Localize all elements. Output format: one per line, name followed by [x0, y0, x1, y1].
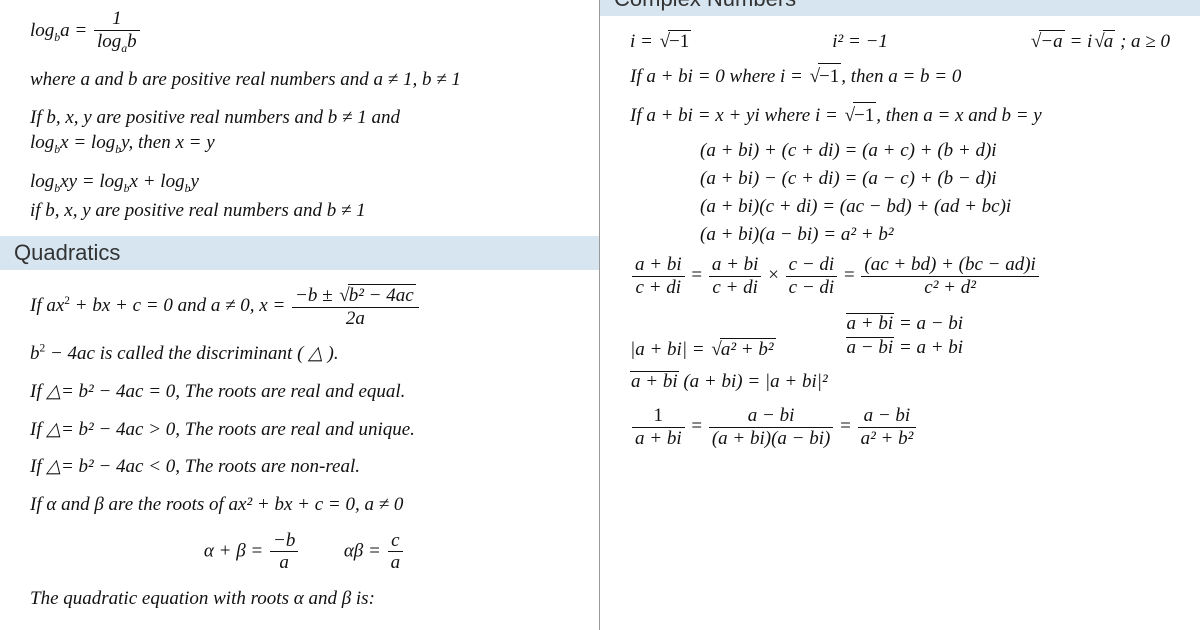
complex-zero: If a + bi = 0 where i = −1, then a = b =…: [630, 63, 1180, 90]
formula-sheet: logba = 1 logab where a and b are positi…: [0, 0, 1200, 630]
quadratic-formula: If ax2 + bx + c = 0 and a ≠ 0, x = −b ± …: [30, 284, 579, 330]
complex-addition: (a + bi) + (c + di) = (a + c) + (b + d)i: [620, 140, 1180, 162]
discriminant-def: b2 − 4ac is called the discriminant ( △ …: [30, 341, 579, 367]
log-change-of-base-cond: where a and b are positive real numbers …: [30, 67, 579, 93]
quadratic-from-roots: The quadratic equation with roots α and …: [30, 586, 579, 612]
log-injective-cond: If b, x, y are positive real numbers and…: [30, 105, 579, 131]
modulus-and-conjugate: |a + bi| = a² + b² a + bi = a − bi a − b…: [630, 311, 1180, 361]
complex-subtraction: (a + bi) − (c + di) = (a − c) + (b − d)i: [620, 168, 1180, 190]
complex-equality: If a + bi = x + yi where i = −1, then a …: [630, 102, 1180, 129]
complex-multiplication: (a + bi)(c + di) = (ac − bd) + (ad + bc)…: [620, 196, 1180, 218]
complex-definitions: i = −1 i² = −1 −a = ia ; a ≥ 0: [630, 30, 1170, 53]
section-header-quadratics: Quadratics: [0, 236, 599, 270]
complex-reciprocal: 1a + bi = a − bi(a + bi)(a − bi) = a − b…: [630, 405, 1180, 450]
discriminant-zero: If △= b² − 4ac = 0, The roots are real a…: [30, 379, 579, 405]
vieta-formulas: α + β = −ba αβ = ca: [30, 530, 579, 575]
modulus-squared: a + bi (a + bi) = |a + bi|²: [630, 371, 1180, 393]
discriminant-negative: If △= b² − 4ac < 0, The roots are non-re…: [30, 454, 579, 480]
left-column: logba = 1 logab where a and b are positi…: [0, 0, 600, 630]
section-header-complex: Complex Numbers: [600, 0, 1200, 16]
log-injective: logbx = logby, then x = y: [30, 132, 579, 157]
vieta-if: If α and β are the roots of ax² + bx + c…: [30, 492, 579, 518]
log-product-rule: logbxy = logbx + logby: [30, 171, 579, 196]
right-column: Complex Numbers i = −1 i² = −1 −a = ia ;…: [600, 0, 1200, 630]
complex-division: a + bic + di = a + bic + di × c − dic − …: [630, 254, 1180, 299]
discriminant-positive: If △= b² − 4ac > 0, The roots are real a…: [30, 417, 579, 443]
log-change-of-base: logba = 1 logab: [30, 8, 579, 55]
log-product-cond: if b, x, y are positive real numbers and…: [30, 198, 579, 224]
complex-conjugate-product: (a + bi)(a − bi) = a² + b²: [620, 224, 1180, 246]
